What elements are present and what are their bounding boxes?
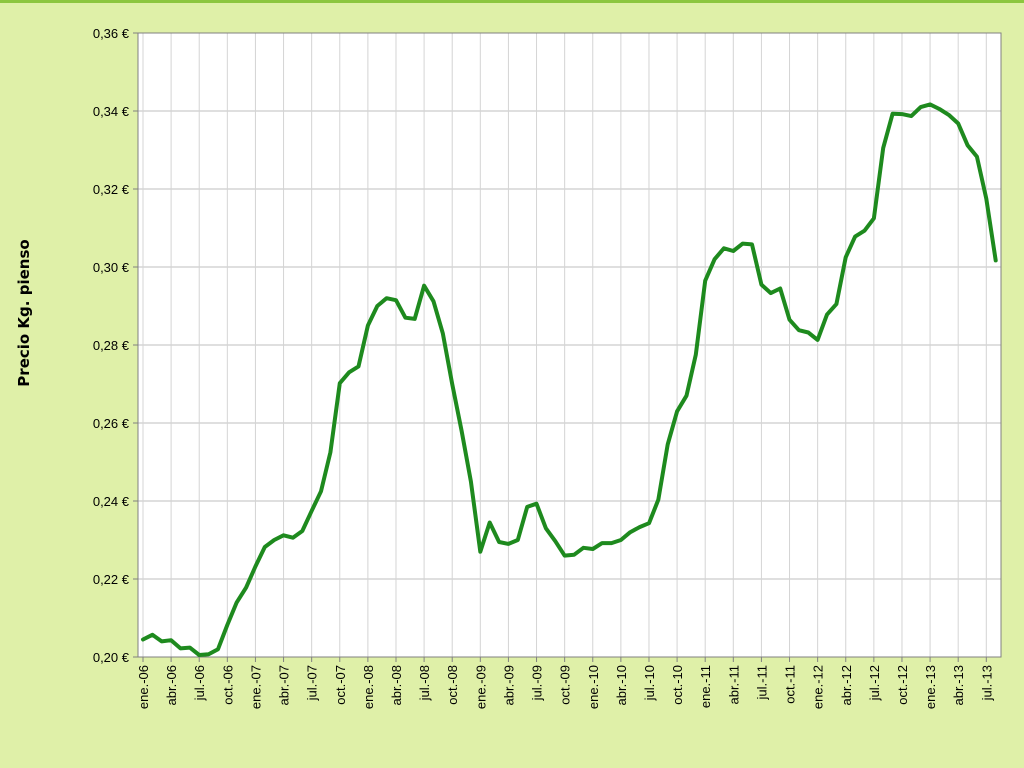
y-axis-label: Precio Kg. pienso xyxy=(15,239,33,386)
x-tick-label: ene.-07 xyxy=(248,665,263,709)
x-tick-label: jul.-09 xyxy=(530,665,545,701)
x-tick-label: abr.-13 xyxy=(951,665,966,705)
x-tick-label: oct.-06 xyxy=(220,665,235,705)
vertical-gridlines xyxy=(142,33,987,657)
x-tick-label: oct.-08 xyxy=(445,665,460,705)
y-tick-label: 0,26 € xyxy=(93,416,130,431)
x-tick-label: abr.-12 xyxy=(839,665,854,705)
x-tick-label: abr.-10 xyxy=(614,665,629,705)
x-tick-label: jul.-08 xyxy=(417,665,432,701)
y-tick-label: 0,28 € xyxy=(93,338,130,353)
x-tick-label: jul.-10 xyxy=(642,665,657,701)
x-tick-label: ene.-10 xyxy=(586,665,601,709)
x-tick-label: abr.-06 xyxy=(164,665,179,705)
x-tick-label: ene.-08 xyxy=(361,665,376,709)
x-tick-label: ene.-12 xyxy=(811,665,826,709)
x-tick-label: jul.-12 xyxy=(867,665,882,701)
x-tick-label: oct.-07 xyxy=(333,665,348,705)
y-tick-label: 0,36 € xyxy=(93,26,130,41)
x-tick-label: abr.-08 xyxy=(389,665,404,705)
x-tick-label: jul.-13 xyxy=(979,665,994,701)
x-tick-label: oct.-09 xyxy=(558,665,573,705)
x-tick-label: abr.-09 xyxy=(501,665,516,705)
top-accent-rule xyxy=(0,0,1024,3)
x-tick-label: jul.-11 xyxy=(754,665,769,700)
y-tick-label: 0,22 € xyxy=(93,572,130,587)
y-axis-ticks: 0,20 € 0,22 € 0,24 € 0,26 € 0,28 € 0,30 € 0,32… xyxy=(93,26,138,665)
x-tick-label: jul.-07 xyxy=(305,665,320,701)
y-tick-label: 0,34 € xyxy=(93,104,130,119)
y-tick-label: 0,30 € xyxy=(93,260,130,275)
x-tick-label: ene.-13 xyxy=(923,665,938,709)
x-tick-label: oct.-12 xyxy=(895,665,910,705)
x-tick-label: oct.-10 xyxy=(670,665,685,705)
y-tick-label: 0,24 € xyxy=(93,494,130,509)
x-tick-label: oct.-11 xyxy=(783,665,798,704)
x-axis-ticks: ene.-06 abr.-06 jul.-06 oct.-06 ene.-07 abr.-… xyxy=(136,657,994,709)
x-tick-label: abr.-07 xyxy=(277,665,292,705)
x-tick-label: jul.-06 xyxy=(192,665,207,701)
x-tick-label: ene.-11 xyxy=(698,665,713,708)
series-line xyxy=(141,102,998,657)
x-tick-label: ene.-06 xyxy=(136,665,151,709)
y-tick-label: 0,20 € xyxy=(93,650,130,665)
x-tick-label: abr.-11 xyxy=(726,665,741,705)
y-tick-label: 0,32 € xyxy=(93,182,130,197)
x-tick-label: ene.-09 xyxy=(473,665,488,709)
